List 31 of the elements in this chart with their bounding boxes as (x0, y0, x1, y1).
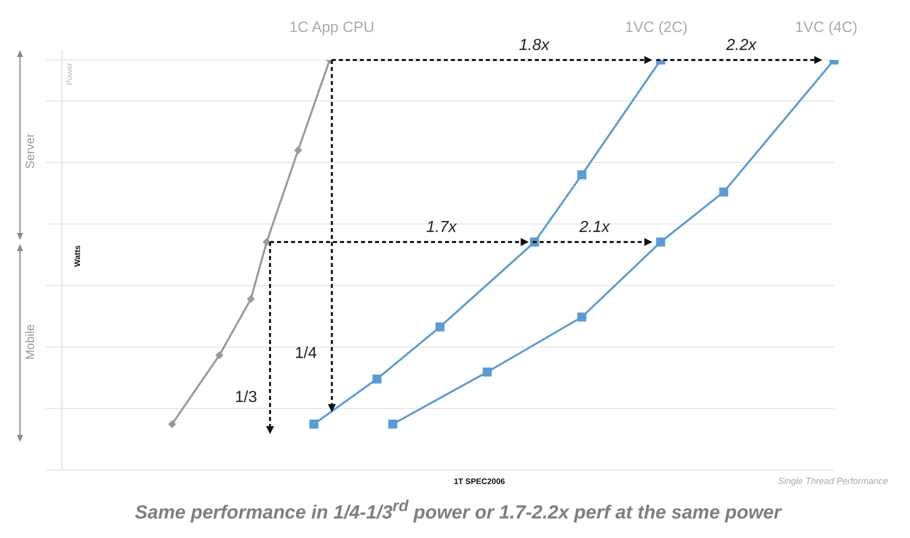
text: Single Thread Performance (778, 476, 888, 486)
series-label: 1VC (2C) (625, 19, 688, 36)
annotation: 2.1x (578, 219, 611, 236)
point (577, 312, 586, 322)
annotation: Power (65, 62, 74, 86)
point (372, 374, 382, 384)
x-axis-title: 1T SPEC2006 (454, 477, 506, 486)
text: 1.8x (518, 37, 550, 54)
point (168, 420, 176, 428)
text: 2.2x (725, 37, 758, 54)
series-label: 1C App CPU (289, 19, 374, 36)
text: Server (23, 133, 37, 169)
text: Mobile (23, 324, 37, 360)
point (215, 351, 224, 360)
point (577, 170, 586, 180)
point (436, 322, 444, 332)
text: Same performance in 1/4-1/3$^{rd}$ power or 1.7-2.2x perf at the same power (134, 498, 783, 524)
annotation: 1/3 (234, 389, 258, 406)
annotation: 1.7x (426, 219, 458, 236)
y-axis-title: Watts (73, 244, 82, 267)
point (482, 368, 492, 377)
point (246, 295, 255, 304)
point (719, 188, 728, 197)
point (388, 420, 398, 429)
series-label: 1VC (4C) (795, 19, 858, 36)
point (656, 238, 666, 247)
annotation: 1/4 (294, 345, 318, 362)
point (262, 238, 271, 246)
point (309, 420, 318, 429)
point (294, 146, 302, 154)
point (530, 238, 540, 247)
